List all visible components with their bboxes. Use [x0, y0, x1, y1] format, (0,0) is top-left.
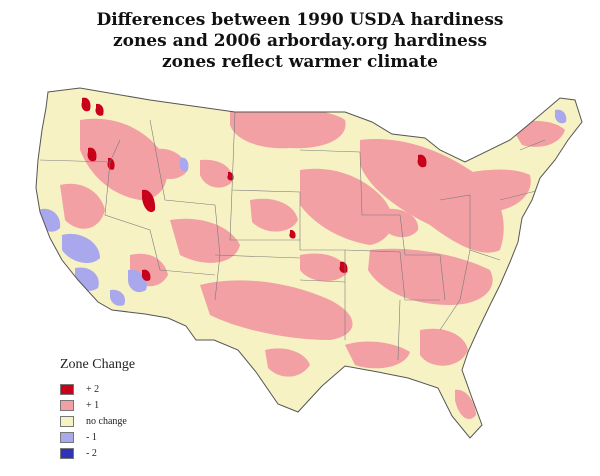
- legend-title: Zone Change: [60, 357, 136, 372]
- title-line-2: zones and 2006 arborday.org hardiness: [112, 31, 488, 51]
- minus-one-patches: [38, 109, 567, 306]
- legend-swatch-no-change: [60, 415, 74, 427]
- legend-label-minus-1: - 1: [86, 431, 97, 443]
- legend-swatch-minus-1: [60, 431, 74, 443]
- legend-item-no-change: no change: [60, 413, 135, 429]
- legend-swatch-plus-1: [60, 399, 74, 411]
- title-line-3: zones reflect warmer climate: [162, 52, 438, 72]
- legend-item-minus-2: - 2: [60, 445, 135, 461]
- legend: Zone Change + 2 + 1 no change - 1 - 2: [60, 357, 135, 461]
- legend-label-minus-2: - 2: [86, 447, 97, 459]
- map-title: Differences between 1990 USDA hardiness …: [0, 10, 600, 73]
- legend-item-plus-1: + 1: [60, 397, 135, 413]
- legend-label-no-change: no change: [86, 415, 127, 427]
- legend-swatch-plus-2: [60, 383, 74, 395]
- legend-label-plus-1: + 1: [86, 399, 100, 411]
- legend-swatch-minus-2: [60, 447, 74, 459]
- legend-item-plus-2: + 2: [60, 381, 135, 397]
- state-boundaries: [39, 111, 546, 361]
- legend-label-plus-2: + 2: [86, 383, 100, 395]
- legend-item-minus-1: - 1: [60, 429, 135, 445]
- us-outline: [35, 87, 583, 439]
- plus-one-patches: [60, 107, 565, 420]
- title-line-1: Differences between 1990 USDA hardiness: [96, 10, 504, 30]
